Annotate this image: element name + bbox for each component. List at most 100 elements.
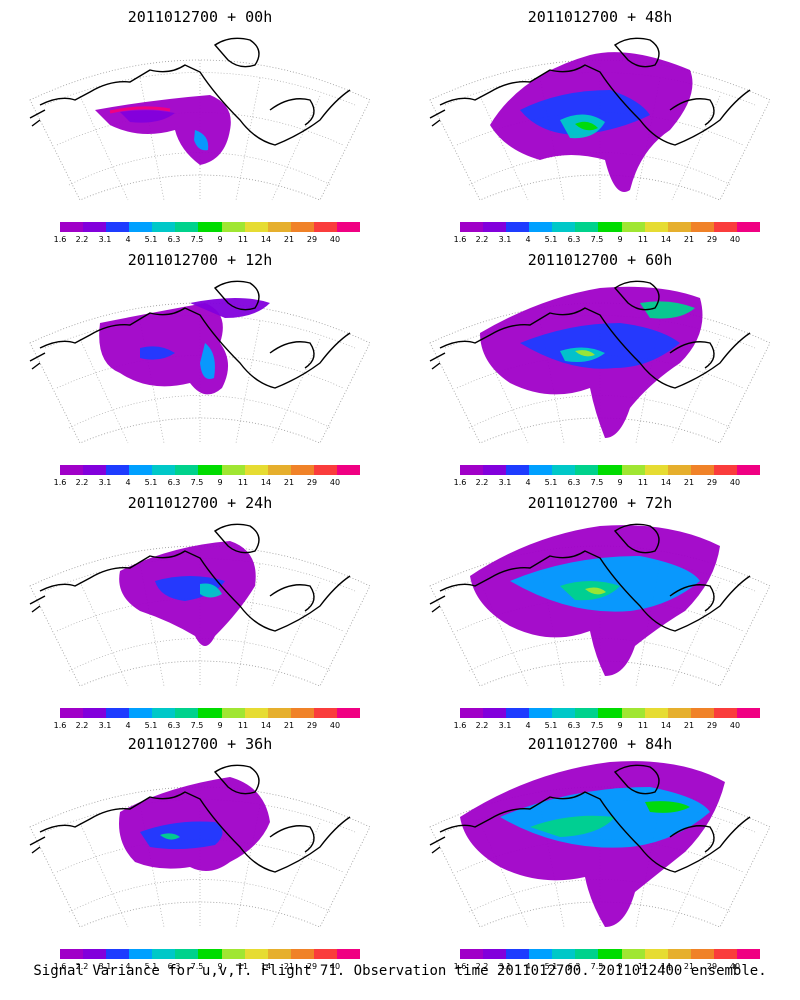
coastline (439, 307, 751, 389)
coastline (39, 550, 351, 632)
colorbar-tick-label: 7.5 (590, 721, 604, 730)
colorbar-tick-label: 7.5 (590, 962, 604, 971)
colorbar-segment (267, 465, 291, 475)
colorbar-tick-label: 2.2 (75, 721, 89, 730)
coastlines (29, 523, 351, 632)
colorbar-segment (621, 465, 645, 475)
colorbar-segment (152, 465, 176, 475)
colorbar-tick-label: 1.6 (53, 962, 67, 971)
colorbar-segment (460, 949, 484, 959)
map-plot (29, 523, 371, 687)
map-plot (429, 761, 771, 928)
colorbar-tick-label: 29 (706, 478, 718, 487)
domain-boundary (429, 302, 771, 444)
variance-field (99, 298, 270, 395)
colorbar-segment (667, 949, 691, 959)
colorbar-tick-label: 4 (125, 235, 131, 244)
graticule-line (468, 638, 732, 672)
colorbar-segment (506, 949, 530, 959)
colorbar-segment (198, 222, 222, 232)
coastline (213, 37, 260, 68)
variance-contour (575, 350, 595, 357)
domain-boundary (29, 59, 371, 201)
map-panel-84h: 2011012700 + 84h 1.6 2.2 3.1 4 5.1 6.3 7.5 9 11 1… (400, 727, 800, 972)
colorbar-segment (60, 465, 84, 475)
variance-contour (160, 833, 180, 840)
graticule-line (671, 581, 721, 687)
graticule-line (79, 338, 129, 444)
colorbar (60, 949, 361, 959)
colorbar-tick-label: 4 (525, 235, 531, 244)
colorbar-labels: 1.6 2.2 3.1 4 5.1 6.3 7.5 9 11 14 21 29 40 (50, 235, 370, 245)
map-panel-72h: 2011012700 + 72h 1.6 2.2 3.1 4 5.1 6.3 7.5 9 11 1… (400, 486, 800, 731)
colorbar-tick-label: 11 (237, 235, 249, 244)
colorbar-tick-label: 7.5 (590, 235, 604, 244)
colorbar-tick-label: 14 (260, 235, 272, 244)
colorbar-tick-label: 5.1 (144, 721, 158, 730)
domain-boundary (29, 786, 371, 928)
colorbar-tick-label: 11 (637, 478, 649, 487)
coastline (669, 98, 715, 126)
colorbar-tick-label: 4 (525, 478, 531, 487)
colorbar-tick-label: 40 (729, 235, 741, 244)
coastline (39, 64, 351, 146)
colorbar-tick-label: 29 (306, 962, 318, 971)
coastline (213, 523, 260, 554)
colorbar-segment (690, 949, 714, 959)
coastline (29, 109, 46, 127)
colorbar-tick-label: 2.2 (475, 721, 489, 730)
graticule-line (671, 338, 721, 444)
variance-field (95, 95, 231, 165)
graticule-line (479, 581, 529, 687)
colorbar-tick-label: 9 (217, 235, 223, 244)
colorbar-tick-label: 4 (525, 721, 531, 730)
colorbar-segment (529, 949, 553, 959)
colorbar-segment (575, 465, 599, 475)
colorbar-segment (129, 222, 153, 232)
colorbar-tick-label: 29 (306, 235, 318, 244)
colorbar-segment (336, 949, 361, 959)
variance-field (460, 761, 725, 927)
colorbar-tick-label: 6.3 (167, 235, 181, 244)
colorbar-segment (736, 465, 761, 475)
graticule-line (68, 879, 332, 913)
map-panel-36h: 2011012700 + 36h 1.6 2.2 3.1 4 5.1 6.3 7.5 9 11 1… (0, 727, 400, 972)
colorbar-segment (244, 708, 268, 718)
domain-boundary (29, 545, 371, 687)
colorbar-tick-label: 2.2 (475, 478, 489, 487)
colorbar-tick-label: 4 (125, 962, 131, 971)
colorbar-segment (313, 708, 337, 718)
coastline (29, 836, 46, 854)
coastlines (429, 764, 751, 873)
colorbar-tick-label: 11 (237, 962, 249, 971)
colorbar-tick-label: 21 (683, 962, 695, 971)
colorbar-tick-label: 11 (637, 962, 649, 971)
colorbar-labels: 1.6 2.2 3.1 4 5.1 6.3 7.5 9 11 14 21 29 40 (50, 478, 370, 488)
colorbar-segment (483, 465, 507, 475)
colorbar-segment (106, 708, 130, 718)
graticule-line (479, 95, 529, 201)
map-panel-12h: 2011012700 + 12h 1.6 2.2 3.1 4 5.1 6.3 7.5 9 11 1… (0, 243, 400, 488)
colorbar-tick-label: 6.3 (567, 235, 581, 244)
graticule-line (479, 338, 529, 444)
colorbar-segment (336, 708, 361, 718)
colorbar-tick-label: 6.3 (167, 721, 181, 730)
colorbar-segment (644, 222, 668, 232)
colorbar-labels: 1.6 2.2 3.1 4 5.1 6.3 7.5 9 11 14 21 29 40 (450, 721, 770, 731)
variance-contour (155, 576, 225, 601)
colorbar-segment (621, 708, 645, 718)
colorbar-tick-label: 2.2 (75, 235, 89, 244)
colorbar-tick-label: 6.3 (567, 962, 581, 971)
colorbar (60, 465, 361, 475)
variance-contour (520, 323, 680, 369)
colorbar-tick-label: 11 (237, 721, 249, 730)
variance-field (470, 525, 720, 676)
colorbar-segment (644, 465, 668, 475)
coastline (669, 341, 715, 369)
variance-contour (200, 583, 222, 598)
colorbar-segment (575, 708, 599, 718)
colorbar-segment (129, 708, 153, 718)
graticule-line (479, 822, 529, 928)
colorbar-tick-label: 6.3 (567, 721, 581, 730)
graticule-line (671, 822, 721, 928)
